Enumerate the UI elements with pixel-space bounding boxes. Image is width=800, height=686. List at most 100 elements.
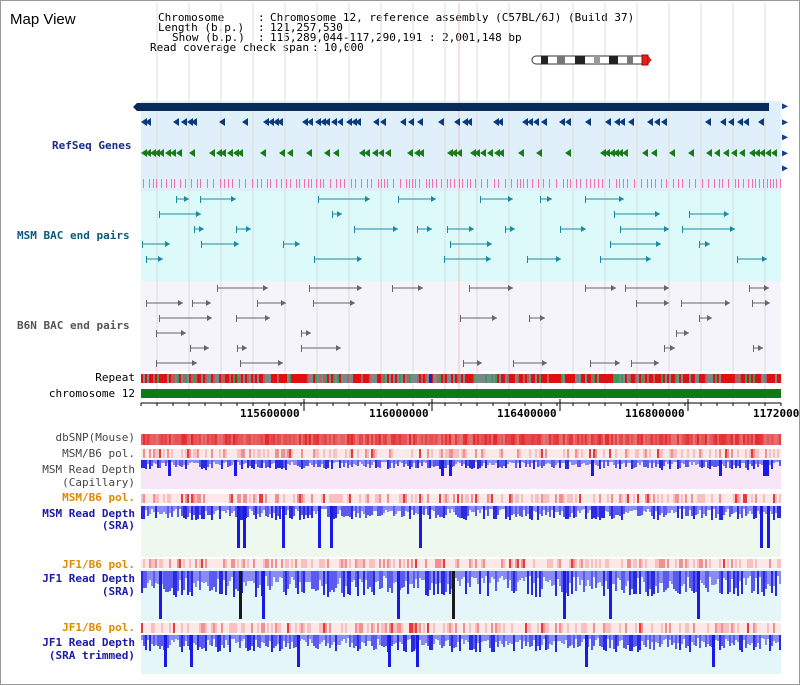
pol-heat-cell xyxy=(353,449,355,458)
pol-heat-cell xyxy=(211,494,213,503)
pol-heat-cell xyxy=(721,623,723,633)
pol-heat-cell xyxy=(167,449,169,458)
chromosome-ideogram-icon[interactable] xyxy=(531,54,653,66)
dbsnp-heat-cell xyxy=(407,434,409,445)
msm-sra-depth-bar xyxy=(625,506,627,512)
dbsnp-heat-cell xyxy=(747,434,749,445)
snp-tick xyxy=(171,179,172,188)
right-triangle-icon[interactable]: ▶ xyxy=(781,148,789,159)
snp-tick xyxy=(393,179,394,188)
pol-heat-cell xyxy=(327,623,329,633)
b6n-bac-pair xyxy=(764,285,769,291)
pol-heat-cell xyxy=(417,559,419,568)
pol-heat-cell xyxy=(769,449,771,458)
pol-heat-cell xyxy=(331,559,333,568)
dbsnp-heat-cell xyxy=(779,434,781,445)
right-triangle-icon[interactable]: ▶ xyxy=(781,101,789,112)
msm-sra-depth-bar xyxy=(349,506,351,517)
jf1-trimmed-depth-bar xyxy=(337,635,339,645)
jf1-trimmed-depth-bar xyxy=(269,635,271,641)
pol-heat-cell xyxy=(145,494,147,503)
pol-heat-cell xyxy=(331,494,333,503)
msm-sra-depth-bar xyxy=(267,506,269,517)
pol-heat-cell xyxy=(409,559,411,568)
snp-tick xyxy=(245,179,246,188)
pol-heat-cell xyxy=(365,559,367,568)
repeat-block xyxy=(657,374,659,383)
dbsnp-heat-cell xyxy=(231,434,233,445)
jf1-sra-depth-bar xyxy=(479,571,481,594)
msm-capillary-depth-bar xyxy=(231,460,233,465)
jf1-trimmed-depth-bar xyxy=(183,635,185,646)
repeat-block xyxy=(261,374,263,383)
pol-heat-cell xyxy=(615,449,617,458)
pol-heat-cell xyxy=(319,494,321,503)
msm-capillary-depth-bar xyxy=(391,460,393,463)
dbsnp-heat-cell xyxy=(351,434,353,445)
pol-heat-cell xyxy=(683,449,685,458)
pol-heat-cell xyxy=(371,559,373,568)
right-triangle-icon[interactable]: ▶ xyxy=(781,163,789,174)
jf1-sra-depth-bar xyxy=(305,571,307,582)
dbsnp-heat-cell xyxy=(731,434,733,445)
pol-heat-cell xyxy=(279,494,281,503)
pol-heat-cell xyxy=(679,559,681,568)
b6n-bac-pair xyxy=(707,315,712,321)
gene-glyph xyxy=(759,149,765,157)
pol-heat-cell xyxy=(771,494,773,503)
pol-heat-cell xyxy=(381,623,383,633)
pol-heat-cell xyxy=(229,494,231,503)
msm-sra-depth-bar xyxy=(747,506,749,514)
repeat-block xyxy=(729,374,731,383)
pol-heat-cell xyxy=(679,623,681,633)
msm-sra-depth-bar xyxy=(173,506,175,511)
repeat-block xyxy=(155,374,157,383)
msm-capillary-depth-bar xyxy=(551,460,553,467)
right-triangle-icon[interactable]: ▶ xyxy=(781,117,789,128)
dbsnp-heat-cell xyxy=(189,434,191,445)
msm-sra-depth-bar xyxy=(703,506,705,514)
jf1-sra-depth-bar xyxy=(577,571,579,577)
pol-heat-cell xyxy=(197,623,199,633)
repeat-block xyxy=(581,374,583,383)
repeat-block xyxy=(645,374,647,383)
msm-sra-depth-bar xyxy=(301,506,303,515)
msm-capillary-depth-bar xyxy=(577,460,579,467)
pol-heat-cell xyxy=(527,623,529,633)
jf1-sra-depth-bar xyxy=(665,571,667,590)
pol-heat-cell xyxy=(481,623,483,633)
msm-bac-pair xyxy=(295,241,300,247)
pol-heat-cell xyxy=(717,494,719,503)
jf1-sra-depth-bar xyxy=(547,571,549,582)
jf1-trimmed-depth-bar xyxy=(261,635,263,642)
pol-heat-cell xyxy=(453,494,455,503)
dbsnp-heat-cell xyxy=(573,434,575,445)
snp-tick xyxy=(299,179,300,188)
repeat-block xyxy=(537,374,539,383)
pol-heat-cell xyxy=(535,494,537,503)
msm-sra-depth-bar xyxy=(503,506,505,509)
msm-bac-pair xyxy=(194,226,195,233)
msm-sra-depth-bar xyxy=(663,506,665,517)
pol-heat-cell xyxy=(633,494,635,503)
msm-sra-depth-bar xyxy=(403,506,405,516)
jf1-trimmed-depth-bar xyxy=(343,635,345,639)
pol-heat-cell xyxy=(723,559,725,568)
msm-sra-depth-bar xyxy=(497,506,499,515)
pol-heat-cell xyxy=(513,559,515,568)
jf1-trimmed-depth-bar xyxy=(599,635,601,646)
msm-capillary-depth-bar xyxy=(599,460,601,469)
b6n-bac-pair xyxy=(590,360,591,367)
pol-heat-cell xyxy=(147,623,149,633)
pol-heat-cell xyxy=(435,559,437,568)
msm-capillary-depth-bar xyxy=(639,460,641,465)
jf1-trimmed-depth-bar xyxy=(185,635,187,641)
repeat-block xyxy=(229,374,231,383)
b6n-bac-pair xyxy=(749,285,750,292)
jf1-sra-depth-bar xyxy=(303,571,305,593)
repeat-block xyxy=(273,374,275,383)
jf1-sra-depth-bar xyxy=(411,571,413,584)
jf1-trimmed-depth-bar xyxy=(665,635,667,639)
right-triangle-icon[interactable]: ▶ xyxy=(781,132,789,143)
